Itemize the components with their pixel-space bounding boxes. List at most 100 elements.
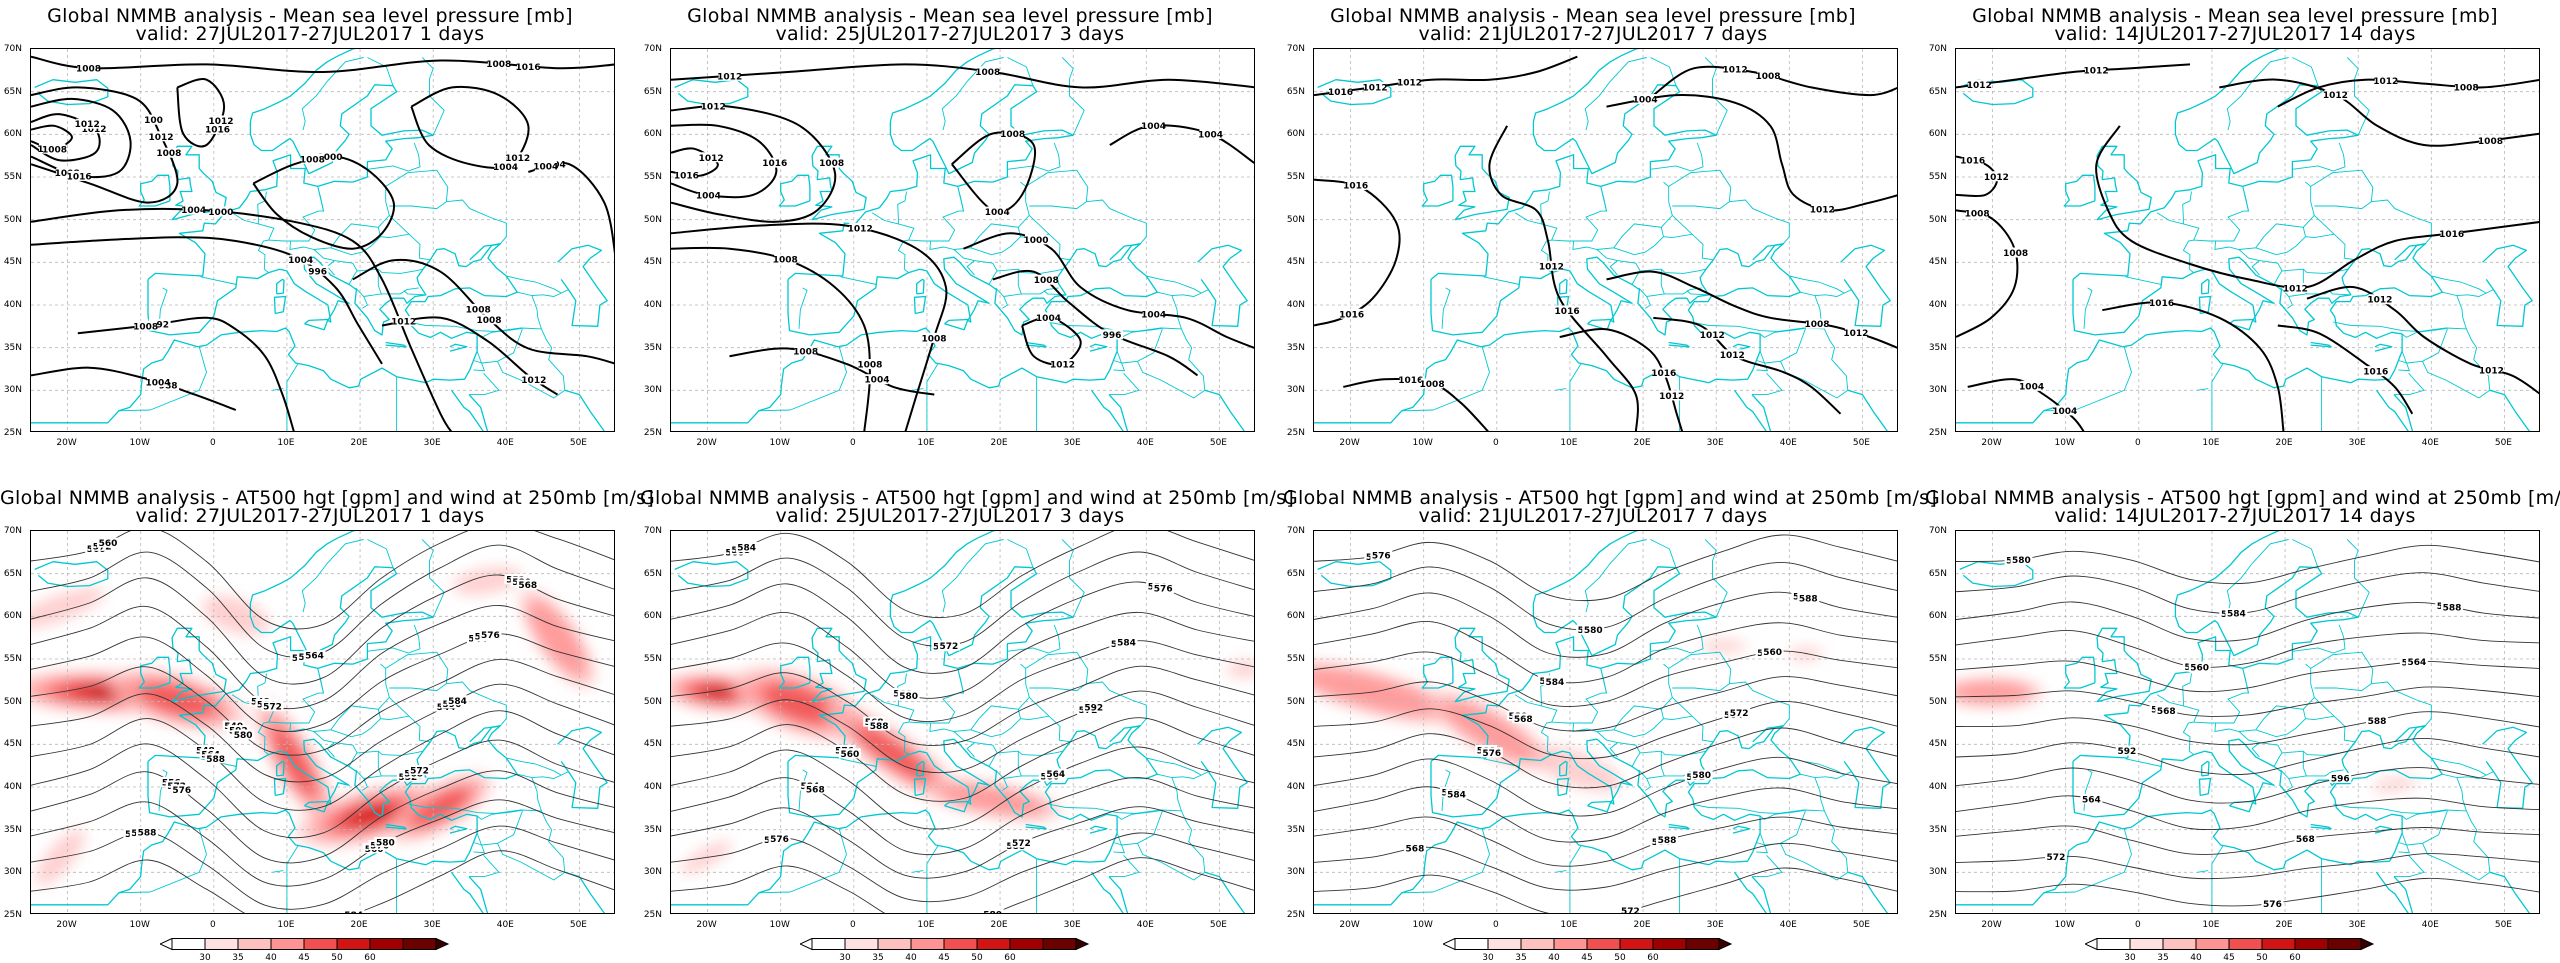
lat-tick-label: 70N	[643, 526, 662, 536]
colorbar-label: 30	[2124, 953, 2136, 963]
panel-title-line1: Global NMMB analysis - Mean sea level pr…	[47, 5, 573, 27]
lat-tick-label: 25N	[3, 910, 22, 920]
isobar	[992, 269, 1199, 377]
panel-title-line1: Global NMMB analysis - AT500 hgt [gpm] a…	[640, 487, 1295, 509]
colorbar-label: 30	[199, 953, 211, 963]
height-contour	[31, 531, 614, 630]
contour-label: 1008	[300, 155, 325, 165]
panel-z500-7: Global NMMB analysis - AT500 hgt [gpm] a…	[1283, 482, 1937, 963]
height-contour	[1956, 767, 2539, 804]
lon-tick-label: 20E	[1633, 920, 1651, 930]
contour-label: 1004	[1198, 130, 1223, 140]
contour-label: 1008	[486, 60, 511, 70]
isobar	[31, 207, 453, 431]
colorbar-label: 35	[2157, 953, 2169, 963]
lat-tick-label: 65N	[643, 86, 662, 97]
lat-tick-label: 60N	[3, 129, 22, 140]
isobar	[729, 347, 935, 396]
coastlines	[1314, 531, 1891, 913]
lat-tick-label: 60N	[1286, 611, 1305, 622]
contour-label: 1008	[466, 305, 491, 315]
height-contour	[1956, 686, 2539, 717]
colorbar-label: 35	[232, 953, 244, 963]
lon-tick-label: 20W	[696, 438, 717, 448]
contour-label: 584	[2227, 610, 2246, 620]
height-contour	[1314, 867, 1897, 913]
contour-label: 584	[1117, 639, 1136, 649]
contour-label: 568	[2296, 835, 2315, 845]
jet-streak-area	[1700, 639, 1747, 653]
lon-tick-label: 40E	[1779, 438, 1797, 448]
lat-tick-label: 60N	[1286, 129, 1305, 140]
contour-label: 1016	[1398, 376, 1423, 386]
lon-tick-label: 0	[1492, 438, 1499, 448]
jet-streak-area	[938, 783, 1047, 816]
contour-label: 1004	[696, 192, 721, 202]
height-contour	[31, 658, 614, 756]
lon-tick-label: 30E	[1063, 438, 1081, 448]
contour-label: 1008	[1965, 210, 1990, 220]
contour-label: 576	[2263, 900, 2282, 910]
contour-label: 1008	[773, 256, 798, 266]
pressure-map: 1012 1012 1016 1008 1004 1012 1008 1012 1016 1016…	[1955, 48, 2540, 432]
jet-streak-area	[1956, 680, 2033, 704]
height-contour	[671, 806, 1254, 879]
contour-label: 568	[2157, 707, 2176, 717]
isobar	[671, 222, 948, 431]
contour-label: 1008	[793, 348, 818, 358]
colorbar-label: 50	[2256, 953, 2268, 963]
lat-tick-label: 25N	[643, 910, 662, 920]
lat-tick-label: 55N	[1928, 172, 1947, 182]
graticule	[1314, 49, 1897, 431]
lat-tick-label: 30N	[3, 867, 22, 878]
contour-label: 584	[1447, 791, 1466, 801]
contour-label: 1016	[2363, 368, 2388, 378]
wind-speed-shading	[1956, 677, 2418, 792]
lat-tick-label: 45N	[643, 257, 662, 268]
contour-label: 1016	[1555, 307, 1580, 317]
colorbar-swatches	[800, 938, 1090, 951]
lon-tick-label: 10W	[2054, 920, 2075, 930]
contour-label: 576	[770, 835, 789, 845]
contour-labels: 1012 1012 1016 1008 1004 1012 1008 1012 1016 1016…	[1960, 65, 2504, 417]
map-canvas: 1016 1012 1016 1016 1012 1012 1008 1012 1016 1012…	[1314, 49, 1897, 431]
panel-mslp-7: Global NMMB analysis - Mean sea level pr…	[1283, 0, 1903, 448]
lat-tick-label: 25N	[1286, 428, 1305, 438]
contour-label: 1008	[477, 316, 502, 326]
isobar	[1343, 378, 1490, 431]
lat-tick-label: 40N	[643, 300, 662, 310]
height-contour	[1956, 660, 2539, 693]
contour-label: 564	[2082, 795, 2101, 805]
isobar	[1967, 378, 2085, 431]
contour-label: 592	[1084, 703, 1103, 713]
contour-labels: 5645685725765805845885925965645685725765…	[2004, 554, 2464, 910]
lat-tick-label: 40N	[643, 782, 662, 792]
wind-speed-shading	[1314, 639, 1823, 792]
contour-label: 564	[1046, 770, 1065, 780]
contour-label: 1012	[1810, 206, 1835, 216]
lat-tick-label: 35N	[643, 824, 662, 835]
country-borders	[758, 57, 1209, 431]
contour-label: 1016	[1343, 182, 1368, 192]
contour-label: 580	[899, 692, 918, 702]
contour-label: 584	[737, 543, 756, 553]
contour-label: 1016	[674, 171, 699, 181]
lon-tick-label: 30E	[423, 438, 441, 448]
lon-tick-label: 50E	[1209, 920, 1227, 930]
lon-tick-label: 40E	[1136, 920, 1154, 930]
lon-tick-label: 10E	[2202, 920, 2220, 930]
height-contour	[671, 665, 1254, 747]
isobar	[31, 86, 179, 204]
height-contour	[1956, 825, 2539, 855]
colorbar-label: 30	[839, 953, 851, 963]
contour-label: 584	[1546, 678, 1565, 688]
contour-label: 588	[870, 722, 889, 732]
lon-tick-label: 10W	[2054, 438, 2075, 448]
lon-tick-label: 30E	[2348, 920, 2366, 930]
panel-title-line1: Global NMMB analysis - Mean sea level pr…	[1972, 5, 2498, 27]
lat-tick-label: 35N	[1286, 342, 1305, 353]
lon-tick-label: 20E	[2275, 438, 2293, 448]
lon-tick-label: 50E	[1852, 920, 1870, 930]
height-contour	[671, 717, 1254, 802]
country-borders	[758, 539, 1209, 913]
